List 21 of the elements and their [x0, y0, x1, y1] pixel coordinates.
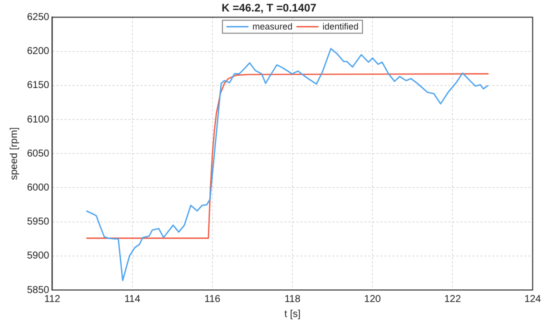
- x-axis-title: t [s]: [284, 308, 301, 320]
- legend-label: identified: [322, 22, 358, 32]
- x-tick-label: 116: [204, 294, 221, 305]
- y-tick-label: 6050: [26, 148, 50, 160]
- y-tick-label: 5850: [26, 284, 50, 296]
- legend-label: measured: [252, 22, 292, 32]
- x-tick-label: 122: [444, 294, 462, 305]
- chart-title: K =46.2, T =0.1407: [222, 2, 316, 15]
- x-tick-label: 120: [364, 294, 382, 305]
- y-tick-label: 5950: [26, 216, 50, 228]
- x-tick-label: 118: [284, 294, 301, 305]
- y-tick-label: 6200: [26, 46, 50, 58]
- y-axis-title: speed [rpm]: [8, 126, 20, 180]
- x-tick-label: 124: [524, 294, 542, 305]
- y-tick-label: 6000: [26, 182, 50, 194]
- x-tick-label: 112: [44, 294, 61, 305]
- y-tick-label: 6150: [26, 80, 50, 92]
- y-tick-label: 6250: [26, 12, 50, 23]
- y-tick-label: 6100: [26, 114, 50, 126]
- y-tick-label: 5900: [26, 250, 50, 262]
- x-tick-label: 114: [124, 294, 141, 305]
